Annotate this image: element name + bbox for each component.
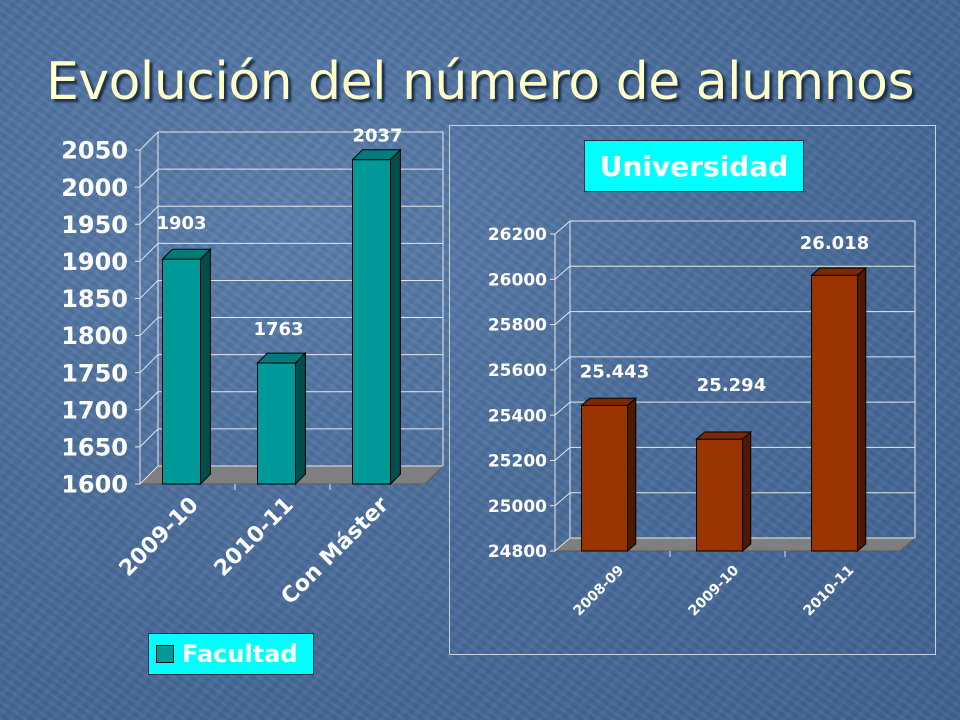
facultad-y-tick-label: 1750: [61, 359, 128, 387]
universidad-y-tick-label: 25200: [488, 452, 547, 472]
facultad-wall-line: [139, 131, 159, 151]
legend-swatch: [156, 645, 174, 663]
facultad-wall-line: [139, 428, 159, 448]
facultad-data-label: 1903: [156, 213, 206, 234]
facultad-wall-line: [139, 465, 159, 485]
facultad-y-tick-label: 2050: [61, 137, 128, 165]
facultad-y-tick-label: 2000: [61, 174, 128, 202]
facultad-y-tick-label: 1700: [61, 396, 128, 424]
facultad-wall-line: [139, 168, 159, 188]
universidad-bar: [811, 274, 858, 552]
universidad-wall-line: [554, 401, 571, 416]
universidad-y-tick-label: 25000: [488, 497, 547, 517]
facultad-wall-line: [139, 205, 159, 225]
universidad-wall-line: [554, 492, 571, 507]
facultad-y-tick-label: 1800: [61, 322, 128, 350]
universidad-bar-top: [810, 267, 868, 276]
facultad-data-label: 2037: [352, 126, 402, 147]
facultad-bar-side: [390, 148, 401, 486]
universidad-data-label: 25.294: [697, 375, 766, 396]
universidad-bar-side: [857, 266, 867, 553]
universidad-chart-label: Universidad: [584, 140, 804, 192]
universidad-x-tick-label: 2008-09: [571, 563, 628, 620]
universidad-wall-line: [554, 537, 571, 552]
facultad-bar-side: [295, 351, 306, 486]
facultad-y-tick-label: 1950: [61, 211, 128, 239]
universidad-x-tick-label: 2009-10: [686, 562, 743, 619]
universidad-wall-line: [554, 220, 571, 235]
facultad-y-tick-label: 1600: [61, 471, 128, 499]
universidad-x-tick-label: 2010-11: [801, 563, 858, 620]
universidad-data-label: 26.018: [800, 233, 869, 254]
facultad-bar-top: [351, 149, 402, 161]
facultad-bar-top: [161, 248, 212, 260]
facultad-wall-line: [139, 317, 159, 336]
facultad-wall-line: [139, 280, 159, 299]
facultad-legend: Facultad: [148, 633, 314, 675]
universidad-bar-top: [695, 431, 753, 440]
facultad-wall-line: [139, 354, 159, 374]
universidad-y-tick-label: 26200: [488, 225, 547, 245]
universidad-wall-line: [554, 447, 571, 461]
facultad-bar-side: [200, 247, 211, 486]
universidad-bar: [696, 438, 743, 552]
facultad-bar-top: [256, 352, 307, 364]
facultad-x-tick-label: 2010-11: [210, 493, 299, 582]
universidad-data-label: 25.443: [580, 361, 649, 382]
universidad-wall-line: [554, 311, 571, 325]
universidad-bar: [581, 404, 628, 552]
facultad-wall-line: [139, 242, 159, 262]
universidad-wall-line: [554, 356, 571, 371]
facultad-bar: [257, 362, 296, 485]
facultad-x-tick-label: 2009-10: [115, 493, 204, 582]
facultad-data-label: 1763: [253, 319, 303, 340]
universidad-y-tick-label: 25800: [488, 316, 547, 336]
facultad-wall-line: [139, 391, 159, 411]
universidad-wall-line: [554, 265, 571, 280]
universidad-y-tick-label: 26000: [488, 270, 547, 290]
facultad-y-tick-label: 1650: [61, 434, 128, 462]
facultad-bar: [352, 159, 391, 485]
facultad-bar: [162, 258, 201, 485]
facultad-y-tick-label: 1850: [61, 285, 128, 313]
universidad-y-tick-label: 25600: [488, 361, 547, 381]
universidad-bar-side: [742, 430, 752, 553]
legend-label: Facultad: [182, 640, 298, 668]
universidad-bar-side: [627, 397, 637, 553]
universidad-bar-top: [580, 397, 638, 406]
slide-title: Evolución del número de alumnos: [45, 52, 915, 112]
universidad-chart-frame: [449, 125, 936, 655]
facultad-y-tick-label: 1900: [61, 248, 128, 276]
universidad-y-tick-label: 24800: [488, 542, 547, 562]
universidad-y-tick-label: 25400: [488, 406, 547, 426]
